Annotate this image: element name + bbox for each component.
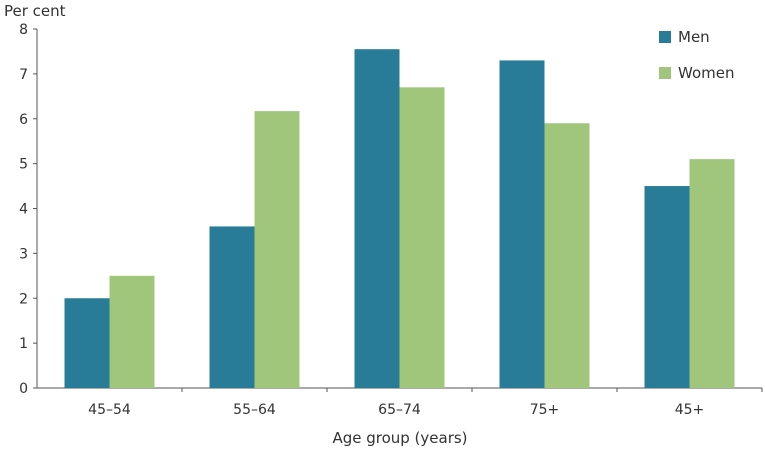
x-axis-title: Age group (years) <box>332 429 467 447</box>
x-tick-label: 45+ <box>675 402 705 418</box>
bar-women-4 <box>689 159 735 388</box>
y-tick-label: 2 <box>19 291 28 307</box>
x-tick-label: 65–74 <box>378 402 421 418</box>
legend-swatch-women <box>659 67 671 79</box>
bar-men-0 <box>64 298 110 388</box>
bars <box>64 49 735 389</box>
y-tick-label: 7 <box>19 67 28 83</box>
bar-men-4 <box>644 186 690 388</box>
legend-swatch-men <box>659 31 671 43</box>
legend: Men Women <box>659 28 734 82</box>
x-tick-label: 55–64 <box>233 402 276 418</box>
legend-label-men: Men <box>678 28 710 46</box>
bar-women-3 <box>544 123 590 389</box>
bar-men-3 <box>499 60 545 388</box>
y-axis-ticks: 0 1 2 3 4 5 6 7 8 <box>19 22 37 397</box>
y-tick-label: 3 <box>19 246 28 262</box>
y-tick-label: 0 <box>19 381 28 397</box>
bar-women-2 <box>399 87 445 389</box>
x-tick-label: 45–54 <box>88 402 131 418</box>
bar-women-1 <box>254 111 300 388</box>
y-tick-label: 8 <box>19 22 28 38</box>
y-tick-label: 6 <box>19 112 28 128</box>
y-tick-label: 5 <box>19 157 28 173</box>
bar-men-1 <box>209 226 255 388</box>
bar-women-0 <box>109 275 155 388</box>
y-tick-label: 4 <box>19 202 28 218</box>
x-axis-ticks: 45–54 55–64 65–74 75+ 45+ <box>88 388 763 418</box>
x-tick-label: 75+ <box>530 402 560 418</box>
bar-men-2 <box>354 49 400 388</box>
y-axis-title: Per cent <box>4 2 66 20</box>
legend-label-women: Women <box>678 64 734 82</box>
y-tick-label: 1 <box>19 336 28 352</box>
